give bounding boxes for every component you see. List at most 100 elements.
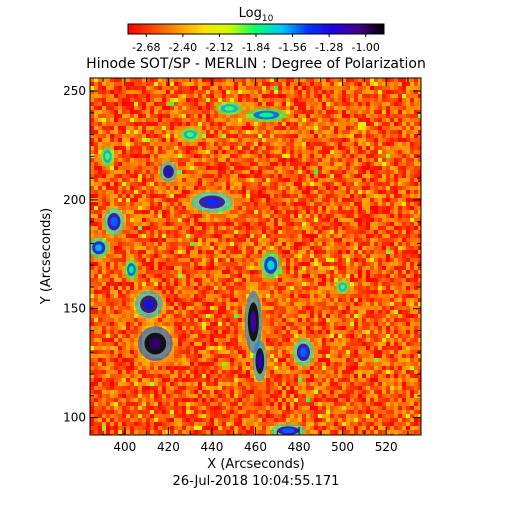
x-tick-label: 480 <box>288 440 311 454</box>
colorbar-segment <box>258 24 261 34</box>
colorbar-segment <box>176 24 179 34</box>
colorbar-segment <box>188 24 191 34</box>
x-tick-label: 440 <box>200 440 223 454</box>
colorbar-segment <box>168 24 171 34</box>
colorbar-segment <box>312 24 315 34</box>
colorbar-segment <box>364 24 367 34</box>
colorbar-segment <box>310 24 313 34</box>
colorbar-segment <box>260 24 263 34</box>
colorbar-segment <box>356 24 359 34</box>
region-core <box>340 284 346 290</box>
colorbar-segment <box>374 24 377 34</box>
colorbar-segment <box>288 24 291 34</box>
colorbar-segment <box>368 24 371 34</box>
colorbar-segment <box>222 24 225 34</box>
colorbar-segment <box>352 24 355 34</box>
colorbar-segment <box>326 24 329 34</box>
colorbar-tick-label: -2.40 <box>169 41 197 54</box>
colorbar-segment <box>156 24 159 34</box>
colorbar-tick-label: -1.28 <box>315 41 343 54</box>
colorbar-segment <box>142 24 145 34</box>
region-core <box>257 353 263 369</box>
colorbar-segment <box>204 24 207 34</box>
colorbar-segment <box>382 24 385 34</box>
colorbar-segment <box>248 24 251 34</box>
colorbar-segment <box>324 24 327 34</box>
colorbar-segment <box>372 24 375 34</box>
colorbar-segment <box>212 24 215 34</box>
colorbar-segment <box>338 24 341 34</box>
colorbar-segment <box>344 24 347 34</box>
colorbar-segment <box>286 24 289 34</box>
colorbar-segment <box>264 24 267 34</box>
region-core <box>144 299 154 310</box>
colorbar-segment <box>348 24 351 34</box>
colorbar-segment <box>336 24 339 34</box>
colorbar-segment <box>252 24 255 34</box>
region-core <box>224 106 235 111</box>
colorbar-segment <box>210 24 213 34</box>
colorbar-segment <box>304 24 307 34</box>
colorbar-segment <box>194 24 197 34</box>
colorbar-segment <box>172 24 175 34</box>
colorbar-label-subscript: 10 <box>262 14 274 24</box>
colorbar-segment <box>254 24 257 34</box>
colorbar-strip <box>128 24 385 34</box>
colorbar-segment <box>322 24 325 34</box>
colorbar-segment <box>232 24 235 34</box>
colorbar-segment <box>202 24 205 34</box>
colorbar-segment <box>184 24 187 34</box>
colorbar-segment <box>186 24 189 34</box>
colorbar-ticks: -2.68 -2.40 -2.12 -1.84 -1.56 -1.28 -1.00 <box>132 34 380 54</box>
colorbar-segment <box>340 24 343 34</box>
colorbar-segment <box>238 24 241 34</box>
colorbar-segment <box>160 24 163 34</box>
region-core <box>250 311 257 333</box>
region-core <box>95 244 103 252</box>
colorbar-segment <box>272 24 275 34</box>
y-axis-label: Y (Arcseconds) <box>39 208 54 305</box>
colorbar-segment <box>224 24 227 34</box>
colorbar-segment <box>282 24 285 34</box>
colorbar-segment <box>298 24 301 34</box>
colorbar-segment <box>240 24 243 34</box>
region-core <box>110 216 118 227</box>
colorbar-segment <box>214 24 217 34</box>
colorbar-segment <box>174 24 177 34</box>
x-tick-label: 400 <box>113 440 136 454</box>
colorbar-segment <box>380 24 383 34</box>
colorbar-segment <box>268 24 271 34</box>
strong-polarization-regions <box>90 101 350 435</box>
x-axis-label: X (Arcseconds) <box>207 457 304 472</box>
colorbar-label-base: Log <box>239 6 262 21</box>
colorbar-segment <box>328 24 331 34</box>
colorbar-segment <box>144 24 147 34</box>
colorbar-segment <box>276 24 279 34</box>
colorbar-segment <box>128 24 131 34</box>
colorbar-segment <box>280 24 283 34</box>
colorbar-segment <box>192 24 195 34</box>
x-tick-label: 520 <box>375 440 398 454</box>
colorbar-segment <box>150 24 153 34</box>
colorbar-segment <box>320 24 323 34</box>
colorbar-segment <box>332 24 335 34</box>
colorbar-segment <box>166 24 169 34</box>
colorbar-segment <box>216 24 219 34</box>
colorbar-segment <box>244 24 247 34</box>
colorbar-segment <box>354 24 357 34</box>
colorbar-segment <box>314 24 317 34</box>
colorbar-segment <box>200 24 203 34</box>
colorbar-segment <box>148 24 151 34</box>
colorbar-segment <box>334 24 337 34</box>
colorbar-label: Log10 <box>239 6 274 24</box>
colorbar-segment <box>262 24 265 34</box>
colorbar-segment <box>308 24 311 34</box>
colorbar-segment <box>180 24 183 34</box>
colorbar-segment <box>190 24 193 34</box>
colorbar-segment <box>318 24 321 34</box>
region-core <box>149 337 162 350</box>
colorbar-segment <box>296 24 299 34</box>
colorbar-segment <box>132 24 135 34</box>
colorbar-segment <box>360 24 363 34</box>
colorbar-segment <box>370 24 373 34</box>
